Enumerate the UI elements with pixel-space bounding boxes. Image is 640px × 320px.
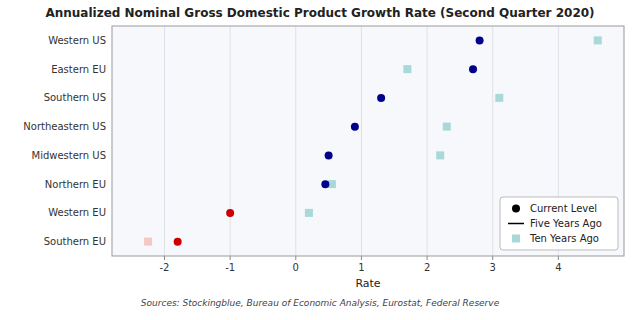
category-label: Western US — [48, 35, 106, 46]
tick-mark — [361, 256, 362, 260]
tick-mark — [558, 256, 559, 260]
grid-line — [492, 26, 493, 256]
grid-line — [427, 26, 428, 256]
category-label: Midwestern US — [32, 150, 107, 161]
tick-mark — [295, 256, 296, 260]
source-note: Sources: Stockingblue, Bureau of Economi… — [141, 298, 500, 308]
dot-marker — [377, 94, 385, 102]
grid-line — [164, 26, 165, 256]
category-label: Southern EU — [44, 236, 106, 247]
legend-label: Five Years Ago — [530, 218, 602, 229]
dot-marker — [325, 151, 333, 159]
square-marker — [594, 36, 602, 44]
chart-title: Annualized Nominal Gross Domestic Produc… — [45, 6, 594, 20]
tick-mark — [427, 256, 428, 260]
tick-mark — [492, 256, 493, 260]
tick-label: -2 — [160, 262, 170, 273]
legend: Current Level Five Years Ago Ten Years Ago — [500, 197, 618, 250]
dot-marker — [321, 180, 329, 188]
tick-label: 2 — [424, 262, 430, 273]
square-marker — [305, 209, 313, 217]
grid — [165, 26, 559, 256]
tick-label: 3 — [490, 262, 496, 273]
plot-frame — [112, 26, 624, 256]
category-label: Eastern EU — [51, 64, 106, 75]
category-label: Northeastern US — [23, 121, 106, 132]
tick-mark — [230, 256, 231, 260]
tick-label: 1 — [358, 262, 364, 273]
x-axis-label: Rate — [355, 277, 380, 290]
dot-marker — [469, 65, 477, 73]
dot-marker — [226, 209, 234, 217]
dot-marker — [351, 123, 359, 131]
legend-box — [500, 197, 618, 250]
legend-label: Current Level — [530, 203, 597, 214]
square-marker — [403, 65, 411, 73]
chart-container: -2 -1 0 1 2 3 4 Southern EU Western EU Northern E… — [0, 0, 640, 320]
square-marker — [144, 238, 152, 246]
legend-label: Ten Years Ago — [529, 233, 599, 244]
grid-line — [361, 26, 362, 256]
dot-marker — [476, 36, 484, 44]
tick-label: 0 — [293, 262, 299, 273]
legend-swatch — [512, 205, 520, 213]
square-marker — [495, 94, 503, 102]
category-label: Southern US — [44, 92, 106, 103]
tick-label: 4 — [555, 262, 561, 273]
plot-background — [112, 26, 624, 256]
square-marker — [443, 123, 451, 131]
grid-line — [295, 26, 296, 256]
category-label: Northern EU — [45, 179, 106, 190]
grid-line — [230, 26, 231, 256]
chart-svg: -2 -1 0 1 2 3 4 Southern EU Western EU Northern E… — [0, 0, 640, 320]
tick-label: -1 — [225, 262, 235, 273]
square-marker — [436, 151, 444, 159]
tick-mark — [164, 256, 165, 260]
dot-marker — [174, 238, 182, 246]
category-label: Western EU — [48, 207, 106, 218]
legend-swatch — [508, 223, 524, 225]
legend-swatch — [512, 235, 520, 243]
